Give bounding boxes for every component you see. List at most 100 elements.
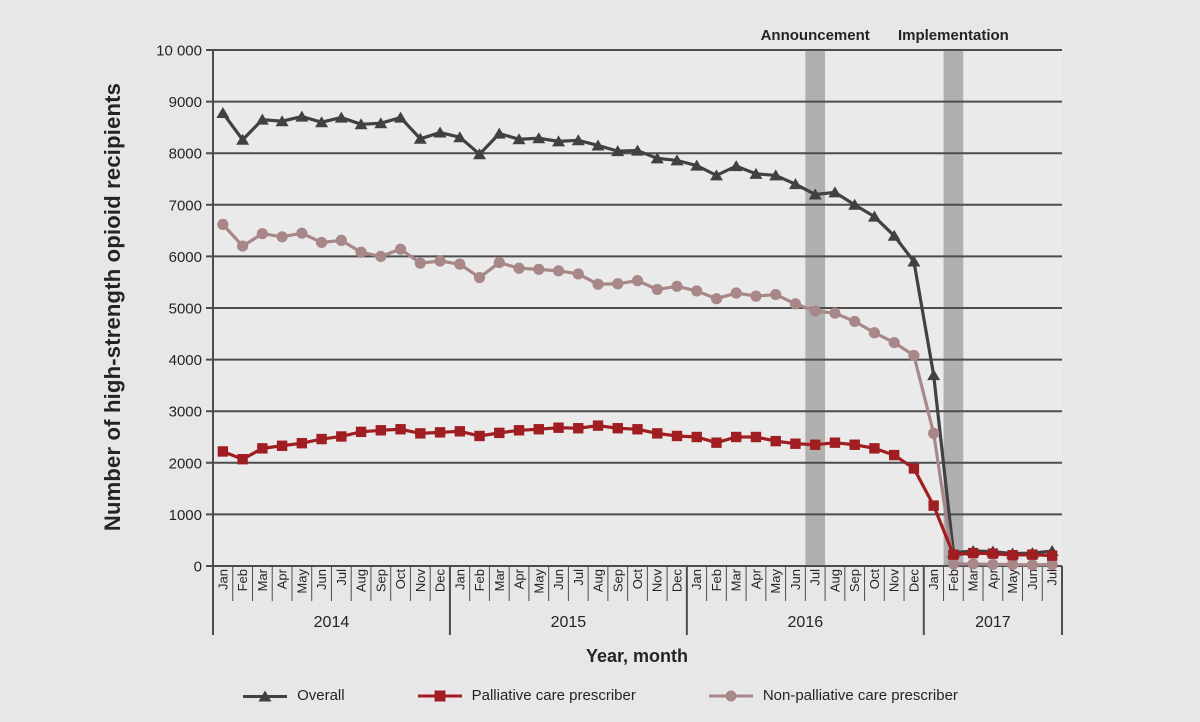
month-label: Nov [650, 569, 665, 593]
data-point-square [316, 433, 327, 445]
month-label: Oct [393, 569, 408, 590]
month-labels: Jan Feb Mar Apr May Jun Jul Aug Sep Oct Nov Dec Jan F… [215, 568, 1059, 593]
month-label: Dec [906, 569, 921, 593]
month-label: May [1005, 569, 1020, 594]
legend-item-palliative: Palliative care prescriber [417, 687, 636, 704]
data-point-circle [1007, 558, 1019, 571]
data-point-square [513, 425, 525, 436]
data-point-triangle [433, 126, 447, 138]
month-label: Apr [748, 568, 763, 589]
month-label: Jun [1025, 569, 1040, 590]
year-label-2015: 2015 [551, 614, 587, 631]
data-point-triangle [907, 255, 921, 267]
data-point-square [612, 423, 623, 434]
announcement-label: Announcement [760, 27, 870, 44]
y-tick-7000: 7000 [169, 197, 202, 214]
y-tick-9000: 9000 [169, 94, 202, 111]
data-point-circle [947, 558, 960, 570]
year-label-2017: 2017 [975, 614, 1011, 631]
data-point-circle [809, 305, 821, 317]
data-point-square [415, 428, 426, 439]
month-label: Mar [729, 568, 744, 591]
legend-label-overall: Overall [297, 687, 345, 704]
y-tick-6000: 6000 [169, 249, 202, 266]
data-point-triangle [532, 132, 546, 144]
data-point-square [573, 423, 584, 434]
data-point-circle [217, 218, 229, 231]
month-label: Dec [433, 569, 448, 593]
data-point-square [809, 439, 821, 450]
data-point-circle [730, 287, 742, 299]
y-tick-labels: 10 000 9000 8000 7000 6000 5000 4000 3000 2000 10… [156, 43, 202, 576]
data-point-square [750, 431, 762, 443]
data-point-triangle [848, 198, 862, 210]
series-circle [217, 218, 1058, 571]
data-point-square [987, 548, 999, 559]
month-label: May [294, 569, 309, 594]
data-point-triangle [473, 148, 487, 160]
data-point-circle [987, 558, 999, 571]
data-point-square [691, 431, 702, 443]
data-point-triangle [788, 178, 802, 190]
data-point-triangle [413, 132, 427, 144]
data-point-square [395, 424, 406, 435]
data-point-triangle [611, 145, 625, 157]
data-point-square [869, 443, 880, 454]
legend-label-non-palliative: Non-palliative care prescriber [762, 687, 958, 704]
data-point-triangle [867, 210, 881, 222]
month-label: Aug [827, 569, 842, 592]
data-point-triangle [453, 131, 467, 143]
data-point-square [296, 437, 308, 449]
data-point-square [1046, 550, 1058, 561]
data-point-triangle [315, 116, 329, 128]
data-point-triangle [492, 127, 506, 139]
data-point-triangle [216, 106, 230, 118]
data-point-circle [908, 349, 920, 362]
data-point-triangle [295, 110, 309, 122]
data-point-square [533, 424, 544, 435]
data-point-circle [513, 262, 525, 274]
chart-legend: Overall Palliative care prescriber Non-p… [0, 687, 1200, 704]
data-point-circle [572, 268, 584, 280]
data-point-square [711, 437, 722, 448]
data-point-square [494, 427, 505, 439]
month-label: Jul [571, 569, 586, 586]
legend-label-palliative: Palliative care prescriber [471, 687, 636, 704]
data-point-square [553, 422, 564, 433]
month-dividers [232, 566, 1043, 601]
data-point-circle [928, 427, 940, 439]
data-point-square [948, 549, 959, 560]
y-tick-1000: 1000 [169, 507, 202, 524]
month-label: Aug [591, 569, 606, 592]
data-point-triangle [927, 369, 941, 381]
month-label: Aug [354, 569, 369, 592]
data-point-triangle [887, 229, 901, 241]
data-point-triangle [374, 117, 388, 129]
month-label: Mar [255, 568, 270, 591]
month-label: Apr [275, 568, 290, 589]
month-label: Nov [887, 569, 902, 593]
data-point-square [592, 420, 604, 431]
month-label: Jan [452, 569, 467, 590]
data-point-triangle [709, 169, 723, 181]
data-point-triangle [749, 167, 763, 179]
month-label: Jan [215, 569, 230, 590]
data-point-square [849, 439, 860, 450]
gridlines [206, 49, 1062, 567]
data-point-circle [849, 315, 861, 328]
month-label: Apr [512, 568, 527, 589]
data-point-circle [533, 263, 545, 275]
data-point-square [928, 500, 939, 511]
data-point-triangle [729, 160, 743, 172]
data-point-triangle [394, 111, 408, 123]
data-point-square [454, 426, 466, 437]
month-label: Feb [946, 569, 961, 591]
legend-item-overall: Overall [242, 687, 345, 704]
data-point-square [671, 430, 683, 442]
month-label: Sep [610, 569, 625, 592]
data-point-circle [592, 278, 604, 290]
data-point-square [375, 425, 387, 436]
month-label: Sep [373, 569, 388, 592]
data-point-square [790, 438, 801, 449]
